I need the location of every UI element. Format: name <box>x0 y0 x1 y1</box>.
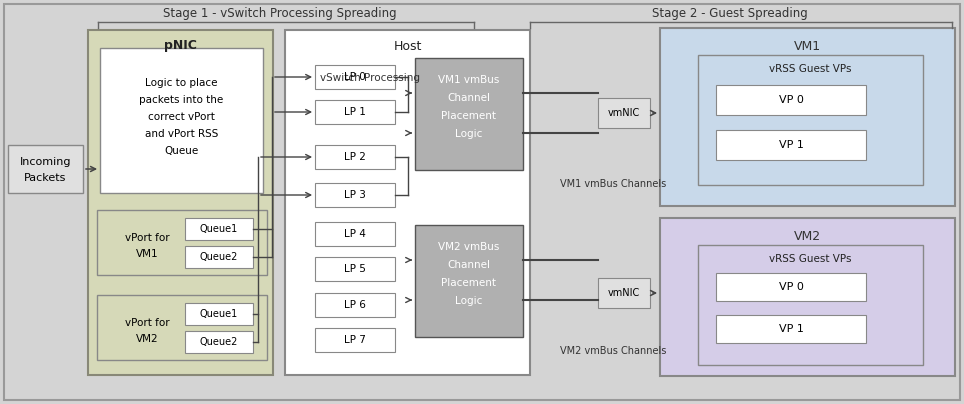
Bar <box>315 328 395 352</box>
Text: VM1 vmBus: VM1 vmBus <box>439 75 499 85</box>
Bar <box>716 85 866 115</box>
Text: Queue1: Queue1 <box>200 224 238 234</box>
Text: vmNIC: vmNIC <box>608 108 640 118</box>
Text: VM1: VM1 <box>136 249 158 259</box>
Text: LP 7: LP 7 <box>344 335 366 345</box>
Bar <box>185 303 253 325</box>
Text: VP 1: VP 1 <box>779 324 803 334</box>
Bar <box>185 246 253 268</box>
Bar <box>8 145 83 193</box>
Bar <box>660 218 955 376</box>
Text: Incoming: Incoming <box>19 157 71 167</box>
Text: LP 1: LP 1 <box>344 107 366 117</box>
Text: VP 0: VP 0 <box>779 95 803 105</box>
Text: VM2: VM2 <box>794 229 821 242</box>
Bar <box>598 98 650 128</box>
Text: VM2 vmBus: VM2 vmBus <box>439 242 499 252</box>
Bar <box>415 58 523 170</box>
Text: Queue1: Queue1 <box>200 309 238 319</box>
Bar <box>716 315 866 343</box>
Bar <box>315 145 395 169</box>
Text: VP 1: VP 1 <box>779 140 803 150</box>
Text: vPort for: vPort for <box>124 233 170 243</box>
Text: Host: Host <box>393 40 421 53</box>
Bar <box>97 295 267 360</box>
Text: Placement: Placement <box>442 111 496 121</box>
Text: VM1: VM1 <box>794 40 821 53</box>
Text: LP 3: LP 3 <box>344 190 366 200</box>
Text: Queue2: Queue2 <box>200 337 238 347</box>
Text: vSwitch Processing: vSwitch Processing <box>320 73 420 83</box>
Text: LP 5: LP 5 <box>344 264 366 274</box>
Text: VM2 vmBus Channels: VM2 vmBus Channels <box>560 346 666 356</box>
Bar <box>315 100 395 124</box>
Bar <box>185 331 253 353</box>
Bar <box>315 222 395 246</box>
Bar <box>315 257 395 281</box>
Bar <box>660 28 955 206</box>
Bar <box>415 225 523 337</box>
Text: LP 4: LP 4 <box>344 229 366 239</box>
Text: Queue2: Queue2 <box>200 252 238 262</box>
Bar <box>315 293 395 317</box>
Text: LP 2: LP 2 <box>344 152 366 162</box>
Text: Stage 2 - Guest Spreading: Stage 2 - Guest Spreading <box>652 8 808 21</box>
Text: Logic: Logic <box>455 129 483 139</box>
Bar <box>315 183 395 207</box>
Text: Channel: Channel <box>447 260 491 270</box>
Bar <box>315 65 395 89</box>
Bar <box>97 210 267 275</box>
Text: Logic: Logic <box>455 296 483 306</box>
Text: VM2: VM2 <box>136 334 158 344</box>
Text: Queue: Queue <box>165 146 199 156</box>
Bar <box>698 245 923 365</box>
Bar <box>88 30 273 375</box>
Text: packets into the: packets into the <box>140 95 224 105</box>
Bar <box>698 55 923 185</box>
Bar <box>598 278 650 308</box>
Text: pNIC: pNIC <box>164 40 197 53</box>
Bar <box>716 130 866 160</box>
Text: LP 6: LP 6 <box>344 300 366 310</box>
Text: Logic to place: Logic to place <box>146 78 218 88</box>
Bar <box>100 48 263 193</box>
Text: VM1 vmBus Channels: VM1 vmBus Channels <box>560 179 666 189</box>
Text: Placement: Placement <box>442 278 496 288</box>
Text: vRSS Guest VPs: vRSS Guest VPs <box>769 254 852 264</box>
Text: vRSS Guest VPs: vRSS Guest VPs <box>769 64 852 74</box>
Text: vPort for: vPort for <box>124 318 170 328</box>
Text: Stage 1 - vSwitch Processing Spreading: Stage 1 - vSwitch Processing Spreading <box>163 8 397 21</box>
Text: Packets: Packets <box>24 173 67 183</box>
Bar <box>185 218 253 240</box>
Bar <box>285 30 530 375</box>
Bar <box>716 273 866 301</box>
Text: VP 0: VP 0 <box>779 282 803 292</box>
Text: and vPort RSS: and vPort RSS <box>145 129 218 139</box>
Text: vmNIC: vmNIC <box>608 288 640 298</box>
Text: Channel: Channel <box>447 93 491 103</box>
Text: LP 0: LP 0 <box>344 72 366 82</box>
Text: correct vPort: correct vPort <box>148 112 215 122</box>
